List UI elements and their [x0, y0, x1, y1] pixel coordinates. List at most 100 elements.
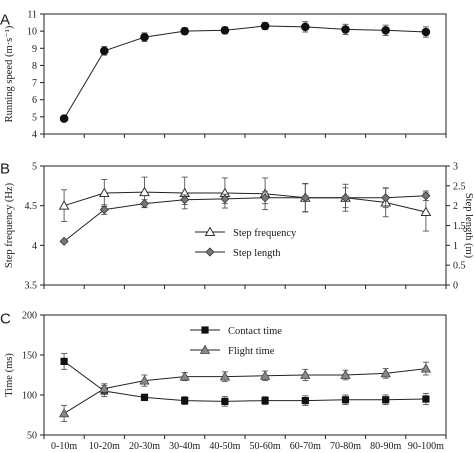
x-tick-label: 10-20m	[89, 441, 120, 452]
data-point	[380, 368, 391, 378]
y2-tick-label: 1.5	[453, 221, 466, 232]
y-tick-label: 11	[27, 10, 37, 21]
series-line	[63, 368, 426, 414]
data-point	[421, 27, 431, 37]
x-tick-label: 70-80m	[330, 441, 361, 452]
legend-label: Flight time	[228, 346, 275, 357]
y-tick-label: 5	[32, 162, 37, 173]
y2-tick-label: 0	[453, 281, 458, 292]
y-axis-title: Step frequency (Hz)	[4, 182, 15, 268]
y2-tick-label: 1	[453, 241, 458, 252]
data-point	[140, 393, 149, 401]
data-point	[59, 114, 69, 123]
data-point	[139, 199, 150, 209]
panel-c: C 50 100 150 200 Time (ms) 0-10m 10-20m 20-30m 30…	[0, 310, 447, 452]
data-point	[259, 370, 271, 380]
data-point	[181, 397, 189, 405]
data-point	[260, 21, 270, 31]
y2-tick-label: 2.5	[453, 181, 466, 192]
y-tick-label: 150	[22, 351, 37, 362]
data-point	[260, 193, 270, 203]
data-point	[381, 193, 391, 203]
data-point	[261, 397, 269, 405]
y-tick-label: 6	[32, 95, 37, 106]
data-point	[381, 25, 391, 35]
data-point	[179, 371, 190, 381]
data-point	[301, 22, 310, 32]
data-point	[60, 357, 68, 365]
y2-axis-title: Step length (m)	[463, 193, 474, 259]
data-point	[220, 194, 230, 204]
data-point	[421, 191, 431, 201]
y-tick-label: 4	[32, 130, 37, 141]
panel-letter: A	[0, 11, 10, 28]
x-tick-label: 80-90m	[370, 441, 401, 452]
x-tick-label: 40-50m	[209, 441, 240, 452]
legend-marker	[199, 344, 211, 354]
legend-label: Step frequency	[233, 228, 297, 239]
data-point	[301, 397, 309, 405]
legend-marker	[205, 247, 215, 257]
data-point	[139, 375, 150, 385]
y2-tick-label: 2	[453, 201, 458, 212]
y-axis-title: Running speed (m·s⁻¹)	[4, 25, 15, 122]
data-point	[99, 205, 109, 215]
data-point	[100, 46, 109, 56]
panel-b: B 3.5 4 4.5 5 Step frequency (Hz) 0 0.5 1 1.5 2 2.5…	[0, 160, 474, 291]
series-line	[63, 195, 426, 242]
data-point	[420, 206, 432, 217]
data-point	[300, 369, 311, 379]
data-point	[58, 200, 70, 210]
data-point	[420, 363, 432, 373]
y-tick-label: 3.5	[25, 281, 38, 292]
legend-marker	[204, 226, 216, 236]
legend-label: Contact time	[228, 326, 282, 337]
data-point	[180, 26, 189, 36]
x-tick-label: 90-100m	[408, 441, 444, 452]
panel-a: A 4 5 6 7 8 9 10 11 Running speed (m·s⁻¹)	[0, 10, 447, 141]
x-tick-label: 60-70m	[290, 441, 321, 452]
series-line	[63, 191, 427, 213]
panel-letter: B	[0, 160, 10, 177]
x-tick-label: 0-10m	[51, 441, 77, 452]
y-tick-label: 7	[32, 78, 37, 89]
y-tick-label: 200	[22, 311, 37, 322]
y-tick-label: 10	[27, 27, 37, 38]
data-point	[99, 383, 110, 393]
data-point	[98, 187, 110, 197]
data-point	[300, 193, 310, 203]
data-point	[58, 408, 70, 418]
x-tick-label: 50-60m	[250, 441, 281, 452]
data-point	[139, 186, 150, 197]
x-tick-label: 30-40m	[169, 441, 200, 452]
data-point	[422, 395, 430, 403]
y2-tick-label: 3	[453, 162, 458, 173]
data-point	[221, 397, 229, 405]
y-tick-label: 50	[27, 431, 37, 442]
y-axis-title: Time (ms)	[4, 353, 15, 397]
data-point	[219, 371, 231, 381]
data-point	[220, 25, 230, 35]
y-tick-label: 4	[32, 241, 37, 252]
data-point	[140, 32, 149, 42]
panel-letter: C	[0, 310, 11, 327]
y-tick-label: 100	[22, 391, 37, 402]
series-line	[63, 25, 426, 119]
data-point	[341, 396, 350, 404]
y-tick-label: 4.5	[25, 201, 38, 212]
series-line	[63, 360, 426, 402]
data-point	[341, 25, 350, 34]
y-tick-label: 9	[32, 44, 37, 55]
legend-label: Step length	[233, 248, 281, 259]
legend-marker	[201, 326, 209, 334]
data-point	[340, 193, 351, 203]
data-point	[180, 195, 190, 205]
data-point	[340, 369, 351, 379]
y-tick-label: 8	[32, 61, 37, 72]
x-tick-label: 20-30m	[129, 441, 160, 452]
data-point	[382, 396, 390, 404]
y-tick-label: 5	[32, 112, 37, 123]
y2-tick-label: 0.5	[453, 261, 466, 272]
data-point	[59, 236, 69, 246]
